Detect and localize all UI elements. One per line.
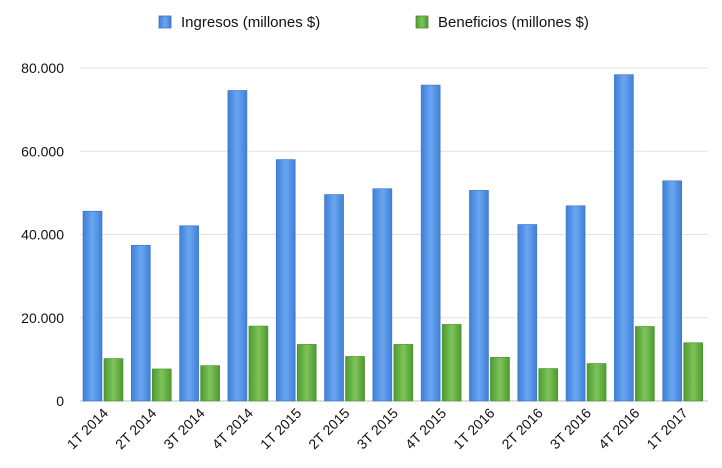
legend: Ingresos (millones $) Beneficios (millon… bbox=[158, 14, 589, 31]
y-tick-label: 0 bbox=[56, 393, 64, 409]
x-tick-label: 1T 2017 bbox=[643, 405, 691, 453]
bar-ingresos bbox=[179, 225, 199, 402]
x-tick-label: 3T 2014 bbox=[160, 405, 208, 453]
bar-ingresos bbox=[372, 188, 393, 402]
y-tick-label: 60.000 bbox=[21, 143, 64, 159]
bar-beneficios bbox=[200, 365, 220, 402]
bar-beneficios bbox=[393, 344, 414, 402]
bars bbox=[82, 74, 703, 402]
bar-beneficios bbox=[635, 326, 655, 402]
bar-ingresos bbox=[227, 90, 248, 402]
bar-ingresos bbox=[662, 180, 682, 402]
bar-beneficios bbox=[490, 356, 510, 402]
bar-beneficios bbox=[538, 368, 559, 402]
x-tick-label: 3T 2016 bbox=[547, 405, 595, 453]
bar-ingresos bbox=[614, 74, 634, 402]
bar-beneficios bbox=[345, 356, 365, 402]
bar-beneficios bbox=[103, 358, 124, 402]
bar-ingresos bbox=[469, 190, 489, 402]
x-tick-label: 1T 2016 bbox=[450, 405, 498, 453]
x-tick-label: 1T 2014 bbox=[64, 405, 112, 453]
bar-ingresos bbox=[275, 159, 296, 402]
x-tick-label: 3T 2015 bbox=[354, 405, 402, 453]
y-tick-label: 80.000 bbox=[21, 60, 64, 76]
bar-ingresos bbox=[420, 84, 441, 402]
bar-ingresos bbox=[82, 210, 103, 402]
legend-swatch-beneficios bbox=[415, 15, 429, 29]
y-tick-label: 40.000 bbox=[21, 227, 64, 243]
x-tick-label: 4T 2015 bbox=[402, 405, 450, 453]
bar-beneficios bbox=[152, 368, 172, 402]
bar-ingresos bbox=[565, 205, 586, 402]
bar-beneficios bbox=[441, 324, 462, 402]
x-tick-label: 4T 2014 bbox=[209, 405, 257, 453]
bar-beneficios bbox=[296, 344, 317, 402]
bar-beneficios bbox=[248, 325, 269, 402]
bar-ingresos bbox=[324, 194, 344, 402]
legend-label-beneficios: Beneficios (millones $) bbox=[438, 14, 589, 31]
y-axis: 0 20.000 40.000 60.000 80.000 bbox=[21, 60, 64, 409]
x-axis: 1T 2014 2T 2014 3T 2014 4T 2014 1T 2015 2T 20… bbox=[64, 405, 691, 453]
x-tick-label: 4T 2016 bbox=[595, 405, 643, 453]
legend-swatch-ingresos bbox=[158, 15, 172, 29]
legend-label-ingresos: Ingresos (millones $) bbox=[181, 14, 320, 31]
y-tick-label: 20.000 bbox=[21, 310, 64, 326]
x-tick-label: 2T 2016 bbox=[498, 405, 546, 453]
x-tick-label: 2T 2015 bbox=[305, 405, 353, 453]
x-tick-label: 2T 2014 bbox=[112, 405, 160, 453]
bar-beneficios bbox=[586, 363, 607, 402]
x-tick-label: 1T 2015 bbox=[257, 405, 305, 453]
bar-beneficios bbox=[683, 342, 703, 402]
bar-ingresos bbox=[517, 224, 538, 402]
bar-ingresos bbox=[131, 245, 151, 402]
